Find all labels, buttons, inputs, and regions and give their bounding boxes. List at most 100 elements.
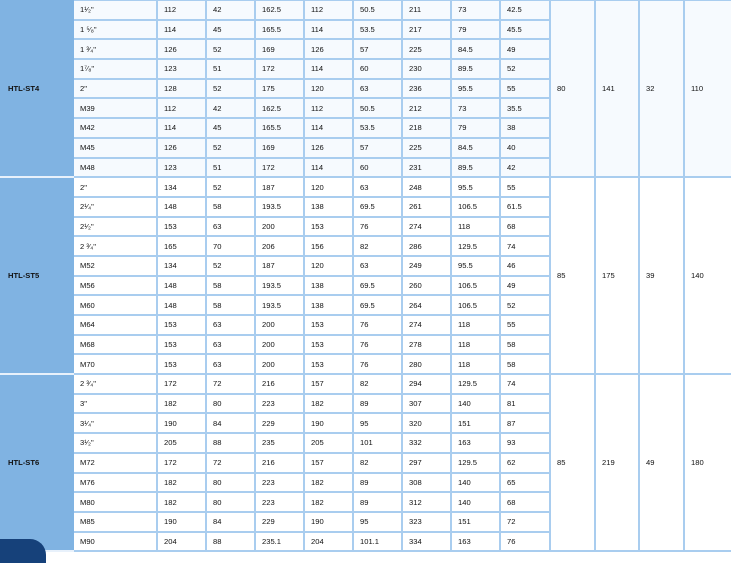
table-row: M60 148 58 193.5 138 69.5 264 106.5 52 [1,294,731,316]
value-cell: 274 [401,215,452,238]
value-cell: 148 [156,274,207,297]
value-cell: 134 [156,254,207,277]
value-cell: 58 [205,294,256,316]
value-cell: 52 [499,294,551,316]
value-cell: 82 [352,235,403,257]
value-cell: 58 [205,195,256,218]
value-cell: 89 [352,491,403,513]
value-cell: 140 [450,392,501,415]
value-cell: 261 [401,195,452,218]
value-cell: 55 [499,176,551,198]
value-cell: 114 [303,18,354,41]
value-cell: 55 [499,77,551,100]
table-row: M52 134 52 187 120 63 249 95.5 46 [1,254,731,277]
value-cell: 260 [401,274,452,297]
model-cell: HTL-ST4 [0,0,74,179]
value-cell: 76 [499,530,551,553]
value-cell: 165.5 [254,18,305,41]
value-cell: 87 [499,412,551,435]
value-cell: 157 [303,451,354,474]
value-cell: 235 [254,432,305,454]
value-cell: 235.1 [254,530,305,553]
value-cell: 52 [499,58,551,80]
table-row: M64 153 63 200 153 76 274 118 55 [1,314,731,336]
value-cell: 334 [401,530,452,553]
value-cell: 112 [303,0,354,21]
value-cell: 112 [303,97,354,120]
value-cell: 84 [205,412,256,435]
table-row: M68 153 63 200 153 76 278 118 58 [1,333,731,356]
value-cell: 153 [156,333,207,356]
value-cell: 76 [352,353,403,376]
value-cell: 138 [303,294,354,316]
merged-value-cell: 175 [594,176,640,376]
value-cell: 49 [499,274,551,297]
value-cell: 63 [205,353,256,376]
value-cell: 68 [499,491,551,513]
value-cell: 153 [303,353,354,376]
table-row: M45 126 52 169 126 57 225 84.5 40 [1,136,731,159]
value-cell: 236 [401,77,452,100]
value-cell: 57 [352,136,403,159]
size-cell: 3¹⁄₄" [72,412,158,435]
value-cell: 140 [450,491,501,513]
value-cell: 182 [156,392,207,415]
value-cell: 200 [254,215,305,238]
value-cell: 80 [205,392,256,415]
size-cell: M72 [72,451,158,474]
value-cell: 63 [352,77,403,100]
value-cell: 118 [450,333,501,356]
table-row: HTL-ST6 2 ³⁄₄" 172 72 216 157 82 294 129.5 74 85 21… [0,373,731,553]
merged-value-cell: 140 [683,176,731,376]
size-cell: 2¹⁄₄" [72,195,158,218]
value-cell: 204 [156,530,207,553]
value-cell: 114 [303,117,354,139]
value-cell: 223 [254,491,305,513]
value-cell: 114 [303,156,354,179]
value-cell: 200 [254,333,305,356]
size-cell: 3¹⁄₂" [72,432,158,454]
value-cell: 190 [303,510,354,533]
value-cell: 93 [499,432,551,454]
size-cell: 1 ⁵⁄₈" [72,18,158,41]
value-cell: 73 [450,97,501,120]
value-cell: 112 [156,97,207,120]
size-cell: M45 [72,136,158,159]
value-cell: 38 [499,117,551,139]
value-cell: 52 [205,254,256,277]
value-cell: 172 [156,451,207,474]
value-cell: 112 [156,0,207,21]
value-cell: 53.5 [352,117,403,139]
value-cell: 163 [450,530,501,553]
value-cell: 72 [205,373,256,395]
value-cell: 76 [352,215,403,238]
value-cell: 106.5 [450,294,501,316]
value-cell: 58 [499,353,551,376]
value-cell: 187 [254,254,305,277]
table-row: M70 153 63 200 153 76 280 118 58 [1,353,731,376]
model-cell: HTL-ST5 [0,176,74,376]
value-cell: 308 [401,471,452,494]
value-cell: 88 [205,432,256,454]
value-cell: 118 [450,314,501,336]
value-cell: 200 [254,314,305,336]
value-cell: 190 [156,510,207,533]
value-cell: 80 [205,491,256,513]
value-cell: 57 [352,38,403,61]
value-cell: 53.5 [352,18,403,41]
value-cell: 35.5 [499,97,551,120]
value-cell: 193.5 [254,294,305,316]
value-cell: 264 [401,294,452,316]
value-cell: 223 [254,392,305,415]
size-cell: M52 [72,254,158,277]
value-cell: 89.5 [450,58,501,80]
value-cell: 225 [401,38,452,61]
value-cell: 153 [156,353,207,376]
value-cell: 204 [303,530,354,553]
table-row: M56 148 58 193.5 138 69.5 260 106.5 49 [1,274,731,297]
value-cell: 51 [205,156,256,179]
value-cell: 182 [303,491,354,513]
table-row: M42 114 45 165.5 114 53.5 218 79 38 [1,117,731,139]
value-cell: 95.5 [450,176,501,198]
corner-tab [0,539,46,563]
